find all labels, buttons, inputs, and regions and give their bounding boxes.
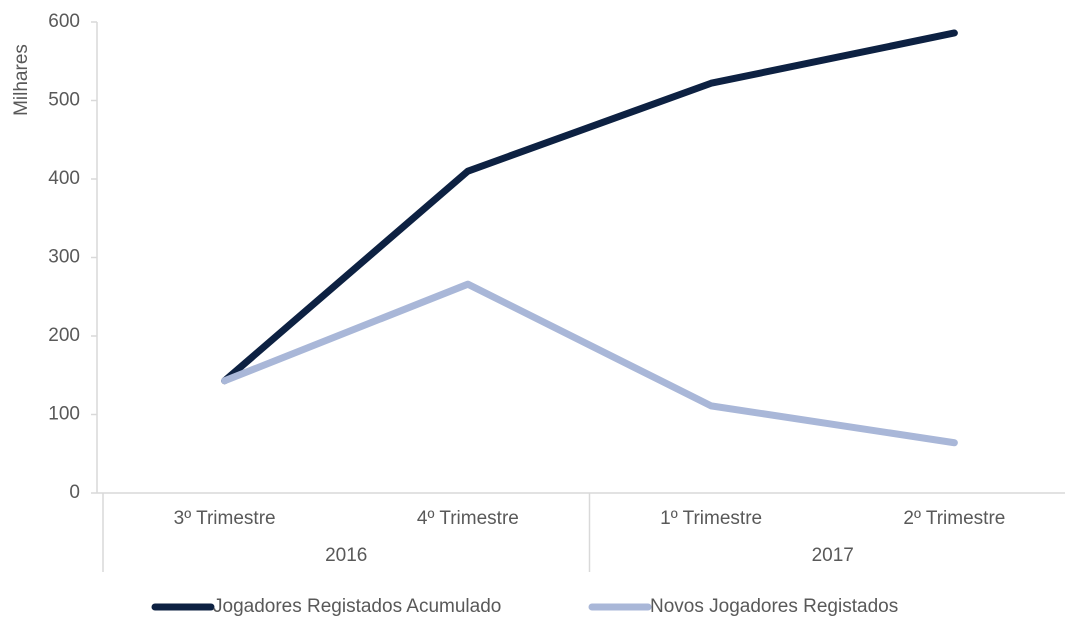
x-tick-label: 1º Trimestre (660, 508, 762, 529)
y-tick-label: 500 (48, 90, 80, 111)
legend-label: Jogadores Registados Acumulado (213, 596, 501, 617)
x-tick-label: 2º Trimestre (903, 508, 1005, 529)
y-tick-label: 0 (69, 482, 80, 503)
y-axis-title: Milhares (11, 44, 32, 116)
y-tick-label: 400 (48, 168, 80, 189)
series-line (221, 29, 958, 385)
x-group-label: 2016 (325, 545, 367, 566)
x-tick-label: 4º Trimestre (417, 508, 519, 529)
legend-label: Novos Jogadores Registados (650, 596, 898, 617)
y-tick-label: 600 (48, 11, 80, 32)
y-tick-label: 300 (48, 247, 80, 268)
series-line (221, 280, 958, 447)
y-tick-label: 100 (48, 404, 80, 425)
x-tick-label: 3º Trimestre (174, 508, 276, 529)
x-group-label: 2017 (812, 545, 854, 566)
y-tick-label: 200 (48, 325, 80, 346)
